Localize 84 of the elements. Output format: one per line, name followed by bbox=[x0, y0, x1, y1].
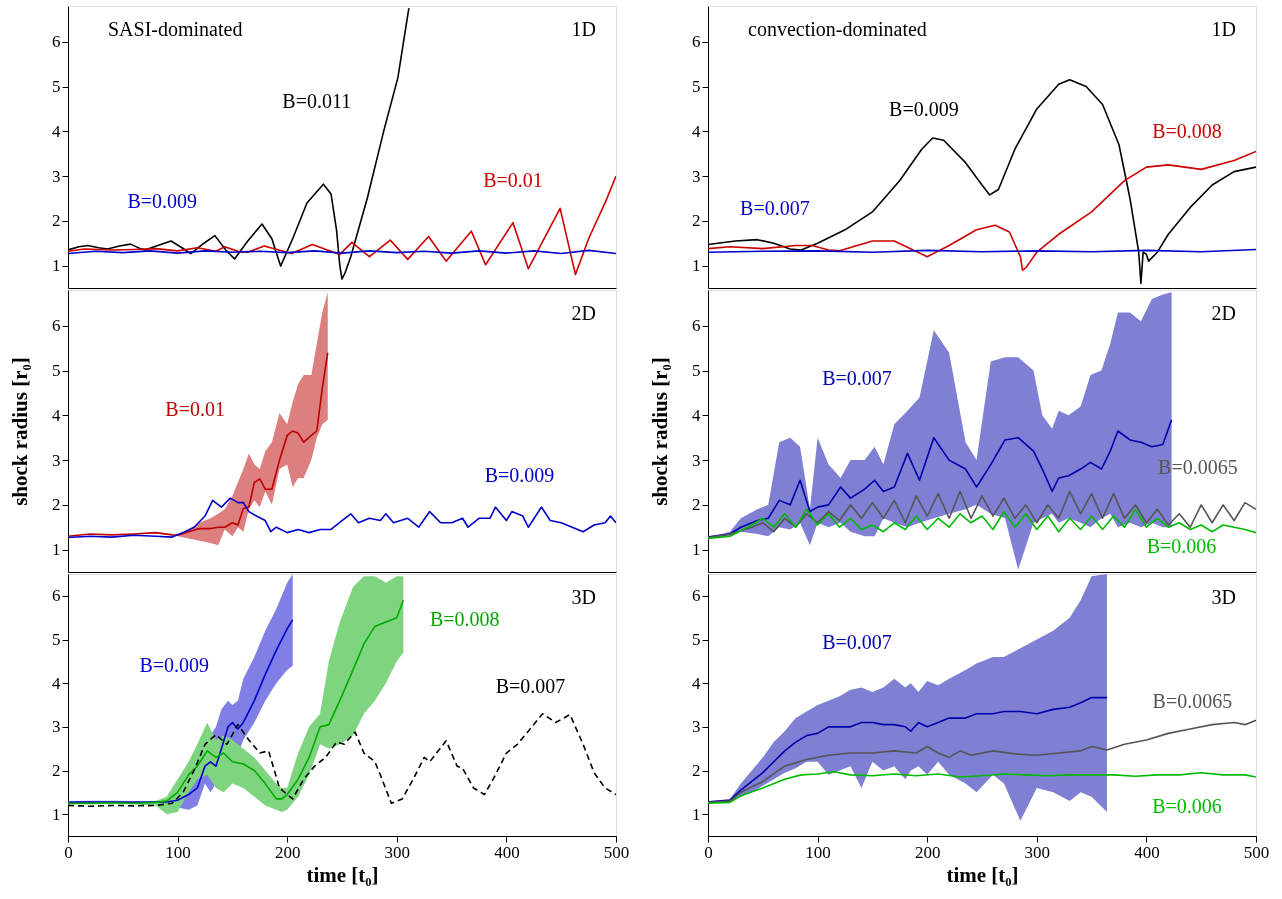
y-tick-label: 3 bbox=[52, 166, 61, 186]
x-tick-label: 300 bbox=[384, 842, 411, 862]
y-tick-label: 6 bbox=[52, 316, 61, 336]
x-tick-label: 0 bbox=[704, 842, 713, 862]
y-tick-label: 2 bbox=[52, 761, 61, 780]
x-tick-label: 100 bbox=[805, 842, 831, 862]
line-series bbox=[68, 619, 294, 804]
y-tick-label: 6 bbox=[692, 316, 701, 336]
y-tick-label: 4 bbox=[692, 405, 701, 425]
annotation: 3D bbox=[571, 586, 596, 608]
y-axis-title: shock radius [r₀] bbox=[7, 357, 32, 506]
y-tick-label: 5 bbox=[52, 77, 61, 97]
y-tick-label: 2 bbox=[692, 761, 701, 780]
y-tick-label: 3 bbox=[692, 717, 701, 737]
series-label: B=0.0065 bbox=[1152, 690, 1233, 713]
annotation: 2D bbox=[571, 302, 596, 324]
text: B=0.009 bbox=[139, 653, 210, 676]
series-label: B=0.007 bbox=[495, 674, 566, 697]
y-tick-label: 1 bbox=[52, 256, 61, 276]
y-tick-label: 2 bbox=[692, 495, 701, 515]
y-tick-label: 4 bbox=[52, 673, 61, 693]
x-axis-title: time [t₀] bbox=[946, 862, 1019, 887]
y-tick-label: 3 bbox=[692, 450, 701, 470]
y-tick-label: 1 bbox=[692, 540, 701, 560]
y-tick-label: 3 bbox=[52, 450, 61, 470]
line-series bbox=[708, 696, 1108, 803]
text: SASI-dominated bbox=[108, 18, 243, 40]
y-tick-label: 4 bbox=[52, 121, 61, 141]
y-tick-label: 5 bbox=[52, 361, 61, 381]
y-tick-label: 1 bbox=[692, 804, 701, 824]
series-label: B=0.011 bbox=[282, 89, 352, 112]
y-tick-label: 6 bbox=[52, 586, 61, 606]
y-tick-label: 2 bbox=[52, 211, 61, 231]
x-axis-title: time [t₀] bbox=[306, 862, 379, 887]
annotation: 2D bbox=[1211, 302, 1236, 324]
y-tick-label: 1 bbox=[52, 804, 61, 824]
series-label: B=0.007 bbox=[740, 197, 810, 220]
series-label: B=0.009 bbox=[889, 97, 959, 120]
x-tick-label: 300 bbox=[1024, 842, 1051, 862]
line-series bbox=[68, 351, 329, 537]
x-tick-label: 200 bbox=[914, 842, 941, 862]
text: B=0.007 bbox=[822, 367, 892, 390]
y-tick-label: 4 bbox=[692, 121, 701, 141]
y-tick-label: 6 bbox=[692, 586, 701, 606]
series-label: B=0.009 bbox=[484, 464, 555, 487]
y-tick-label: 5 bbox=[692, 630, 701, 649]
series-label: B=0.008 bbox=[429, 608, 500, 631]
annotation: 1D bbox=[1211, 18, 1236, 40]
text: B=0.007 bbox=[822, 630, 892, 653]
text: convection-dominated bbox=[748, 18, 927, 40]
x-tick-label: 400 bbox=[494, 842, 520, 862]
line-series bbox=[708, 490, 1256, 539]
y-tick-label: 3 bbox=[692, 166, 701, 186]
y-tick-label: 1 bbox=[52, 540, 61, 560]
x-tick-label: 200 bbox=[274, 842, 301, 862]
y-tick-label: 2 bbox=[692, 211, 701, 231]
y-tick-label: 5 bbox=[692, 361, 701, 381]
x-tick-label: 400 bbox=[1134, 842, 1160, 862]
x-tick-label: 500 bbox=[603, 842, 630, 862]
y-tick-label: 5 bbox=[52, 630, 61, 649]
y-axis-title: shock radius [r₀] bbox=[647, 357, 672, 506]
y-tick-label: 4 bbox=[52, 405, 61, 425]
y-tick-label: 1 bbox=[692, 256, 701, 276]
y-tick-label: 4 bbox=[692, 673, 701, 693]
series-label: B=0.006 bbox=[1146, 535, 1217, 558]
line-series bbox=[68, 175, 616, 276]
line-series bbox=[68, 497, 616, 539]
text: B=0.01 bbox=[165, 397, 225, 420]
annotation: 3D bbox=[1211, 586, 1236, 608]
series-label: B=0.009 bbox=[127, 189, 198, 212]
series-label: B=0.006 bbox=[1152, 794, 1222, 817]
series-label: B=0.008 bbox=[1152, 120, 1222, 143]
annotation: 1D bbox=[571, 18, 596, 40]
y-tick-label: 2 bbox=[52, 495, 61, 515]
y-tick-label: 5 bbox=[692, 77, 701, 97]
x-tick-label: 100 bbox=[165, 842, 191, 862]
y-tick-label: 6 bbox=[692, 32, 701, 52]
line-series bbox=[708, 150, 1256, 271]
x-tick-label: 0 bbox=[64, 842, 73, 862]
series-label: B=0.01 bbox=[483, 168, 543, 191]
line-series bbox=[708, 508, 1256, 540]
x-tick-label: 500 bbox=[1243, 842, 1270, 862]
y-tick-label: 3 bbox=[52, 717, 61, 737]
y-tick-label: 6 bbox=[52, 32, 61, 52]
